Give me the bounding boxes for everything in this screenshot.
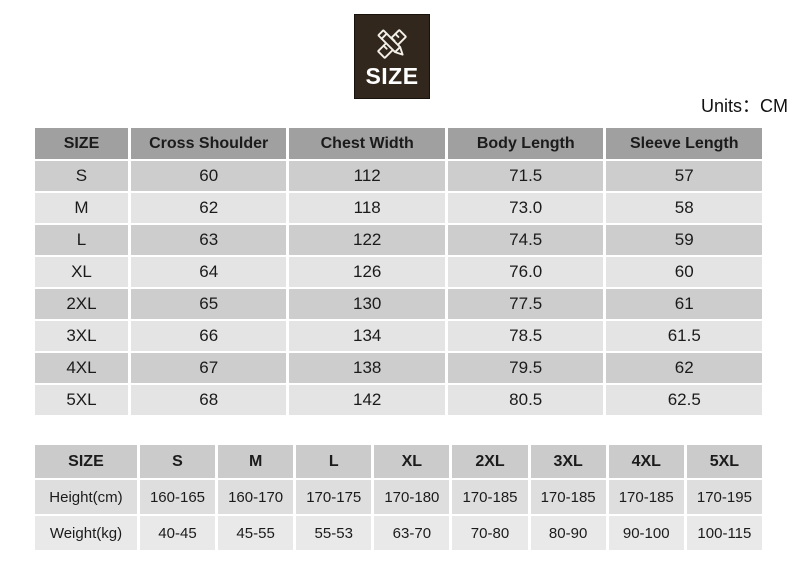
row-label: S [35,161,128,191]
cell-value: 60 [130,161,287,191]
row-label: 3XL [35,321,128,351]
column-header: 3XL [530,445,606,478]
cell-value: 74.5 [447,225,604,255]
cell-value: 126 [289,257,445,287]
column-header: Cross Shoulder [130,128,287,159]
row-label: M [35,193,128,223]
cell-value: 61.5 [606,321,762,351]
table-row: S 60 112 71.5 57 [35,161,762,191]
cell-value: 80-90 [530,516,606,550]
cell-value: 170-180 [374,480,450,514]
cell-value: 80.5 [447,385,604,415]
cell-value: 62 [606,353,762,383]
cell-value: 77.5 [447,289,604,319]
cell-value: 170-185 [608,480,684,514]
cell-value: 78.5 [447,321,604,351]
cell-value: 160-170 [218,480,294,514]
table-row: M 62 118 73.0 58 [35,193,762,223]
column-header: L [296,445,372,478]
table-row: XL 64 126 76.0 60 [35,257,762,287]
cell-value: 76.0 [447,257,604,287]
cell-value: 138 [289,353,445,383]
table-row: 2XL 65 130 77.5 61 [35,289,762,319]
cell-value: 63 [130,225,287,255]
column-header: 4XL [608,445,684,478]
table-row: Weight(kg) 40-45 45-55 55-53 63-70 70-80 80-90… [35,516,762,550]
column-header: SIZE [35,445,137,478]
table-row: 4XL 67 138 79.5 62 [35,353,762,383]
column-header: SIZE [35,128,128,159]
ruler-pencil-icon [373,25,411,63]
cell-value: 134 [289,321,445,351]
table-row: L 63 122 74.5 59 [35,225,762,255]
size-chart-badge: SIZE [354,14,430,99]
cell-value: 63-70 [374,516,450,550]
header-row: SIZE S M L XL 2XL 3XL 4XL 5XL [35,445,762,478]
header-row: SIZE Cross Shoulder Chest Width Body Length… [35,128,762,159]
column-header: Chest Width [289,128,445,159]
cell-value: 100-115 [686,516,762,550]
cell-value: 160-165 [139,480,216,514]
cell-value: 71.5 [447,161,604,191]
cell-value: 57 [606,161,762,191]
cell-value: 130 [289,289,445,319]
cell-value: 59 [606,225,762,255]
row-label: XL [35,257,128,287]
row-label: 2XL [35,289,128,319]
cell-value: 58 [606,193,762,223]
row-label: 5XL [35,385,128,415]
cell-value: 40-45 [139,516,216,550]
cell-value: 45-55 [218,516,294,550]
cell-value: 118 [289,193,445,223]
table-row: Height(cm) 160-165 160-170 170-175 170-180 17… [35,480,762,514]
cell-value: 64 [130,257,287,287]
cell-value: 55-53 [296,516,372,550]
cell-value: 90-100 [608,516,684,550]
cell-value: 79.5 [447,353,604,383]
row-label: L [35,225,128,255]
cell-value: 142 [289,385,445,415]
column-header: Sleeve Length [606,128,762,159]
cell-value: 62 [130,193,287,223]
cell-value: 112 [289,161,445,191]
row-label: 4XL [35,353,128,383]
cell-value: 70-80 [452,516,528,550]
cell-value: 66 [130,321,287,351]
cell-value: 170-195 [686,480,762,514]
column-header: Body Length [447,128,604,159]
cell-value: 73.0 [447,193,604,223]
cell-value: 170-185 [530,480,606,514]
cell-value: 65 [130,289,287,319]
column-header: 2XL [452,445,528,478]
cell-value: 122 [289,225,445,255]
column-header: S [139,445,216,478]
table-row: 5XL 68 142 80.5 62.5 [35,385,762,415]
size-measurements-table: SIZE Cross Shoulder Chest Width Body Length… [32,126,765,417]
cell-value: 61 [606,289,762,319]
cell-value: 68 [130,385,287,415]
cell-value: 62.5 [606,385,762,415]
units-label: Units：CM [700,96,788,116]
height-weight-fit-table: SIZE S M L XL 2XL 3XL 4XL 5XL Height(cm) 160-165 1… [32,443,765,552]
cell-value: 60 [606,257,762,287]
row-label: Weight(kg) [35,516,137,550]
row-label: Height(cm) [35,480,137,514]
column-header: M [218,445,294,478]
cell-value: 67 [130,353,287,383]
column-header: XL [374,445,450,478]
cell-value: 170-175 [296,480,372,514]
table-row: 3XL 66 134 78.5 61.5 [35,321,762,351]
cell-value: 170-185 [452,480,528,514]
column-header: 5XL [686,445,762,478]
badge-label: SIZE [365,62,419,89]
